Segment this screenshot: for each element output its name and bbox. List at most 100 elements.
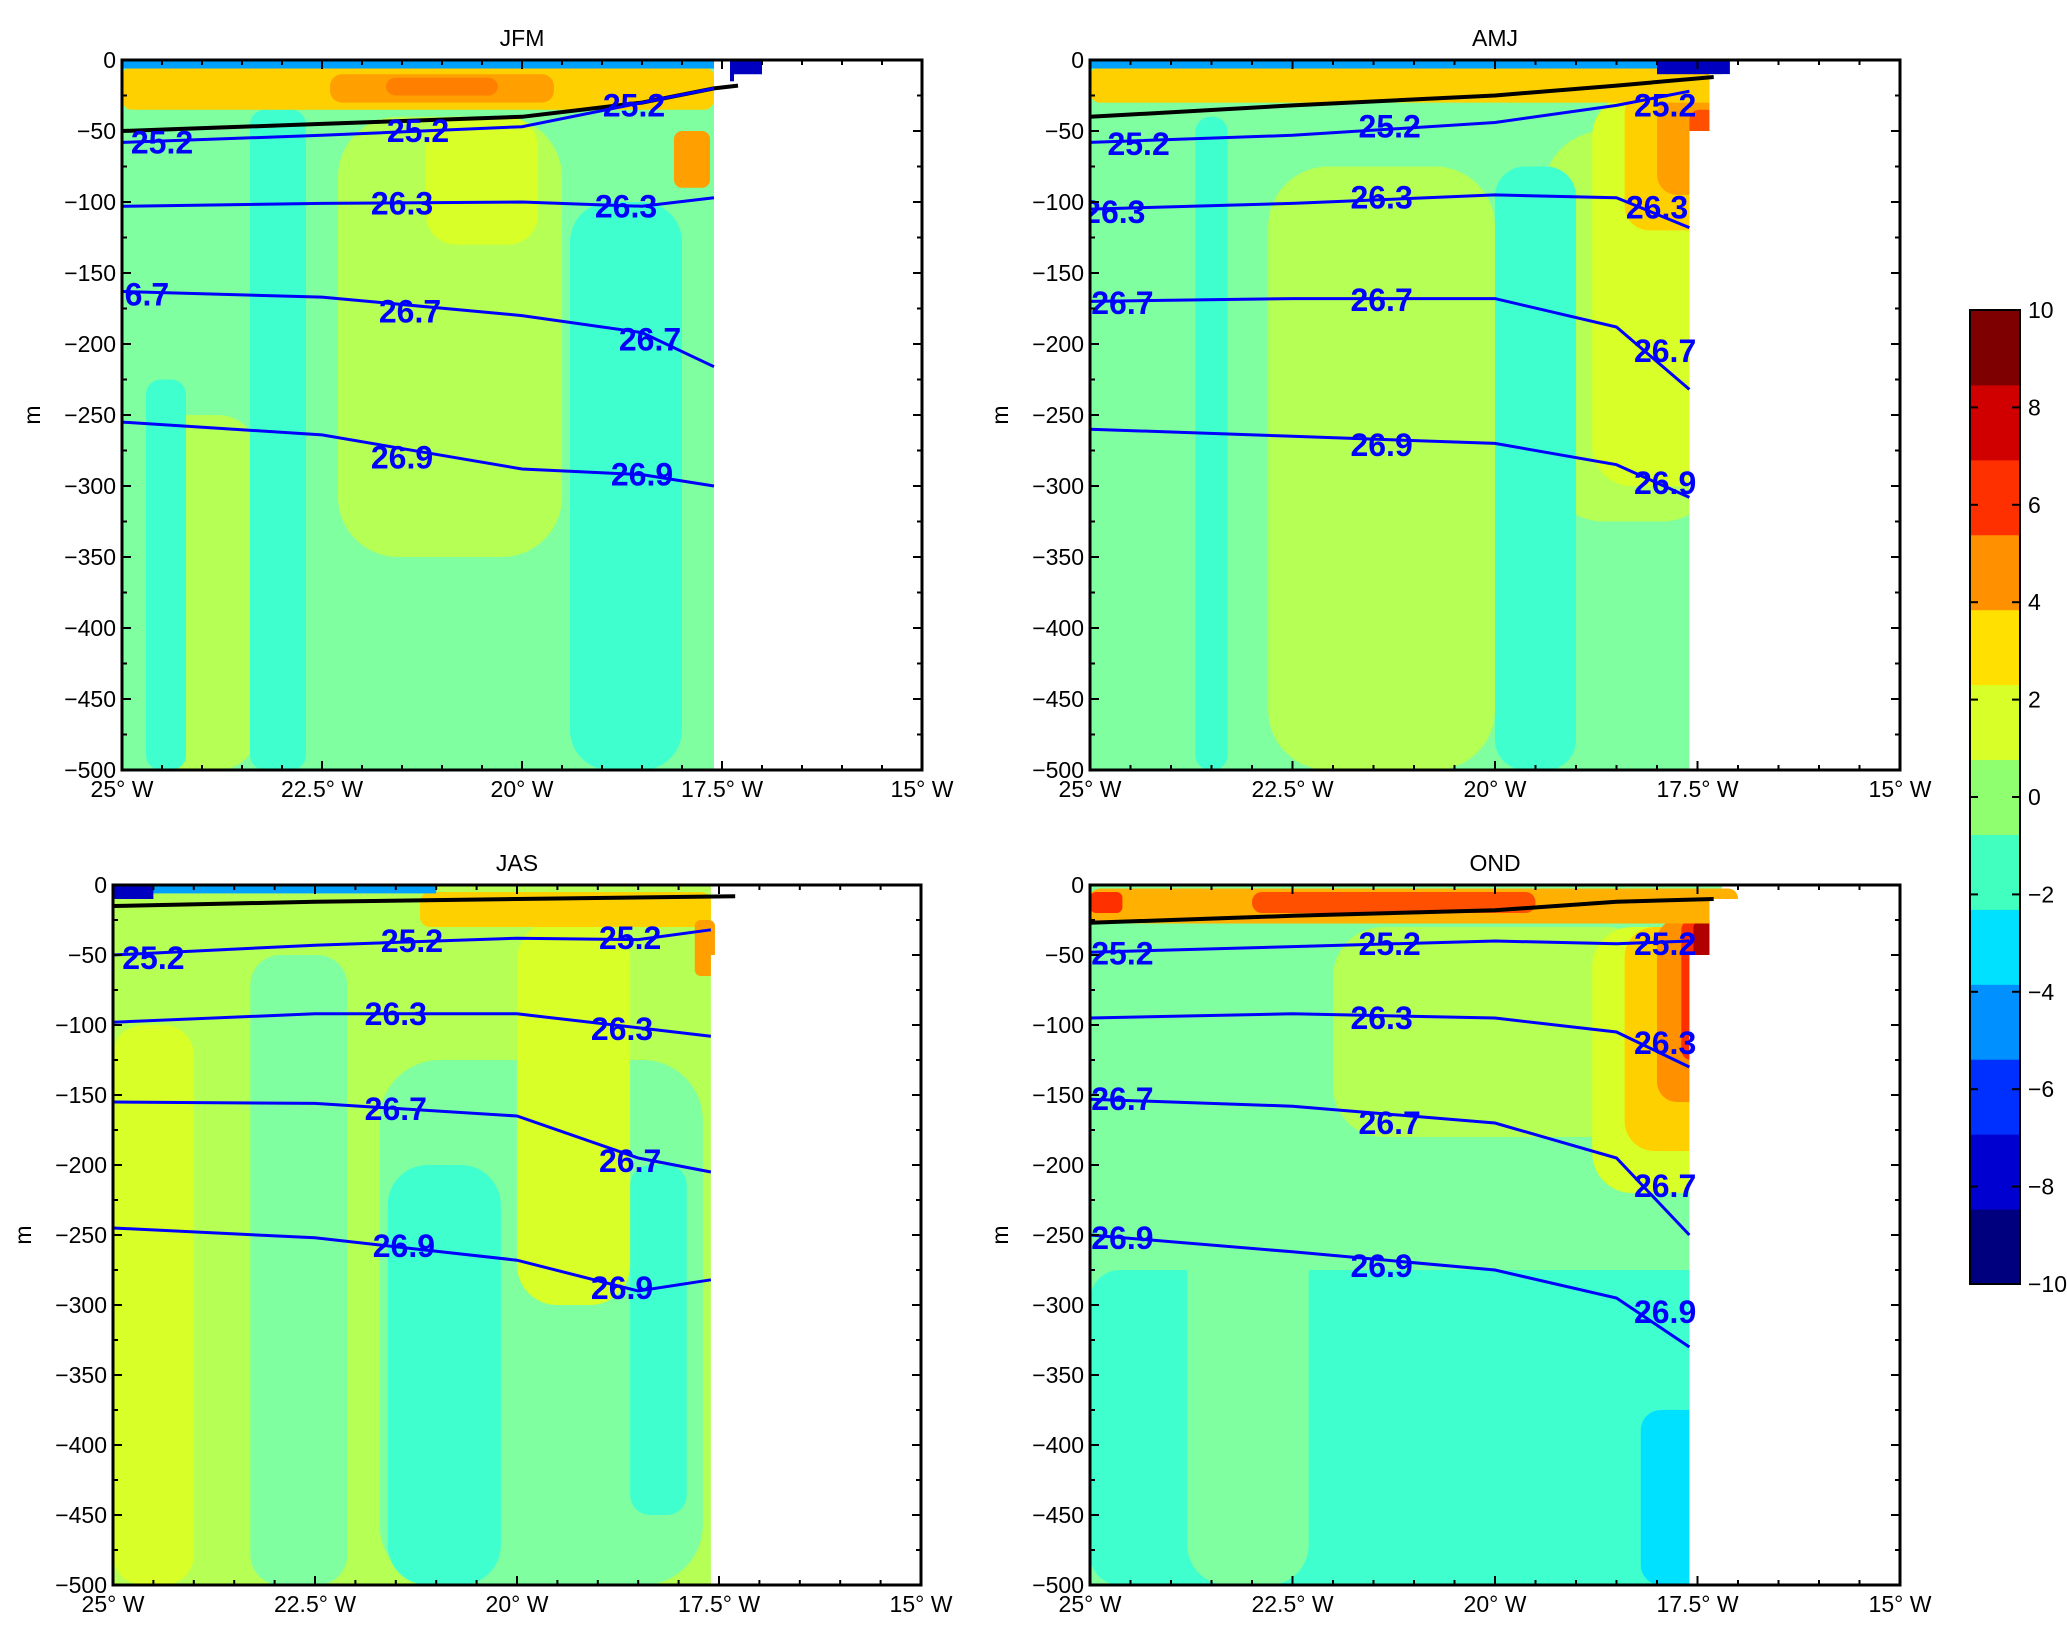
isopycnal-26.7 xyxy=(113,1100,712,1174)
y-tick-label: −350 xyxy=(1032,544,1084,570)
y-tick-label: −50 xyxy=(1045,118,1084,144)
panel-title: AMJ xyxy=(1472,25,1518,51)
isopycnal-label: 26.9 xyxy=(373,1228,435,1264)
isopycnal-label: 26.9 xyxy=(371,440,433,476)
isopycnal-label: 26.9 xyxy=(1350,427,1412,463)
y-tick-label: −350 xyxy=(1032,1362,1084,1388)
contour-fill xyxy=(1090,60,1722,69)
colorbar-segment xyxy=(1970,909,2020,985)
isopycnal-label: 26.9 xyxy=(1350,1248,1412,1284)
colorbar-segment xyxy=(1970,759,2020,835)
isopycnal-label: 25.2 xyxy=(131,124,193,160)
x-tick-label: 20° W xyxy=(1464,776,1527,802)
mixed-layer-line xyxy=(122,83,739,133)
colorbar-segment xyxy=(1970,1209,2020,1285)
contour-fill xyxy=(1090,1270,1722,1585)
isopycnal-26.9 xyxy=(1090,427,1691,499)
isopycnal-label: 25.2 xyxy=(1634,926,1696,962)
isopycnal-label: 26.7 xyxy=(365,1091,427,1127)
y-tick-label: −50 xyxy=(1045,942,1084,968)
x-tick-label: 15° W xyxy=(1869,1591,1932,1617)
contour-fill xyxy=(1090,67,1722,103)
isopycnal-26.9 xyxy=(1090,1233,1691,1349)
colorbar-tick-label: −8 xyxy=(2028,1174,2054,1200)
y-tick-label: −200 xyxy=(55,1152,107,1178)
isopycnal-label: 26.7 xyxy=(379,293,441,329)
x-tick-label: 17.5° W xyxy=(1656,776,1738,802)
isopycnal-26.7 xyxy=(1090,1097,1691,1237)
panel-plot-area: 25.2 25.2 25.2 26.3 26.3 26.7 26.7 26.7 26.9 26.9 xyxy=(107,60,922,770)
colorbar-segment xyxy=(1970,534,2020,611)
isopycnal-26.7 xyxy=(122,290,715,369)
y-tick-label: −500 xyxy=(64,757,116,783)
isopycnal-26.3 xyxy=(122,196,715,208)
y-tick-label: −250 xyxy=(64,402,116,428)
isopycnal-label: 25.2 xyxy=(599,920,661,956)
isopycnal-label: 25.2 xyxy=(1359,109,1421,145)
contour-fill xyxy=(122,60,714,69)
filled-contours xyxy=(122,60,762,770)
contour-fill xyxy=(1090,892,1123,913)
x-tick-label: 25° W xyxy=(1059,776,1122,802)
isopycnal-label: 26.3 xyxy=(1083,194,1145,230)
panels: 25.2 25.2 25.2 26.3 26.3 26.7 26.7 26.7 26.9 26.9… xyxy=(10,25,1932,1617)
colorbar-segment xyxy=(1970,1059,2020,1135)
isopycnal-label: 26.3 xyxy=(365,996,427,1032)
isopycnal-label: 26.9 xyxy=(1634,1294,1696,1330)
x-tick-label: 22.5° W xyxy=(281,776,363,802)
y-tick-label: −300 xyxy=(55,1292,107,1318)
colorbar-tick-label: 10 xyxy=(2028,297,2054,323)
filled-contours xyxy=(1090,60,1730,770)
colorbar-tick-label: −2 xyxy=(2028,881,2054,907)
colorbar-segment xyxy=(1970,984,2020,1060)
isopycnal-label: 25.2 xyxy=(381,923,443,959)
panel-amj: 25.2 25.2 25.2 26.3 26.3 26.3 26.7 26.7 26.7 26.9… xyxy=(987,25,1932,802)
y-tick-label: −250 xyxy=(1032,1222,1084,1248)
contour-fill xyxy=(1268,166,1495,770)
panel-jfm: 25.2 25.2 25.2 26.3 26.3 26.7 26.7 26.7 26.9 26.9… xyxy=(19,25,954,802)
contour-fill xyxy=(694,920,715,976)
y-tick-label: 0 xyxy=(1071,47,1084,73)
isopycnal-label: 25.2 xyxy=(122,940,184,976)
y-tick-label: −500 xyxy=(1032,1572,1084,1598)
contour-fill xyxy=(1657,60,1730,75)
isopycnal-label: 26.7 xyxy=(1091,1081,1153,1117)
contour-fill xyxy=(674,131,710,188)
isopycnal-label: 26.3 xyxy=(1350,1000,1412,1036)
y-tick-label: −500 xyxy=(55,1572,107,1598)
y-tick-label: −450 xyxy=(64,686,116,712)
isopycnal-26.3 xyxy=(1090,1012,1691,1069)
panel-plot-area: 25.2 25.2 25.2 26.3 26.3 26.7 26.7 26.7 26.9 26.9… xyxy=(1090,885,1900,1585)
y-tick-label: −400 xyxy=(55,1432,107,1458)
isopycnal-label: 26.3 xyxy=(1626,190,1688,226)
isopycnal-26.3 xyxy=(113,1012,712,1038)
x-tick-label: 22.5° W xyxy=(1251,776,1333,802)
y-tick-label: −450 xyxy=(55,1502,107,1528)
isopycnal-label: 26.7 xyxy=(599,1143,661,1179)
colorbar-segment xyxy=(1970,384,2020,461)
x-tick-label: 25° W xyxy=(1059,1591,1122,1617)
isopycnal-label: 25.2 xyxy=(603,87,665,123)
contour-fill xyxy=(517,920,631,1305)
isopycnal-label: 26.9 xyxy=(611,457,673,493)
colorbar-segment xyxy=(1970,459,2020,536)
x-tick-label: 17.5° W xyxy=(678,1591,760,1617)
isopycnal-label: 26.7 xyxy=(1091,285,1153,321)
y-tick-label: 0 xyxy=(94,872,107,898)
mixed-layer-line xyxy=(1090,75,1714,119)
isopycnal-label: 26.7 xyxy=(107,276,169,312)
y-tick-label: 0 xyxy=(1071,872,1084,898)
x-tick-label: 25° W xyxy=(82,1591,145,1617)
colorbar-segment xyxy=(1970,1134,2020,1210)
x-tick-label: 15° W xyxy=(1869,776,1932,802)
y-axis-label: m xyxy=(19,405,45,424)
y-axis-label: m xyxy=(987,1225,1013,1244)
y-tick-label: −250 xyxy=(1032,402,1084,428)
y-tick-label: −150 xyxy=(1032,1082,1084,1108)
contour-fill xyxy=(1495,166,1576,770)
y-tick-label: −100 xyxy=(55,1012,107,1038)
x-tick-label: 17.5° W xyxy=(681,776,763,802)
isopycnal-label: 25.2 xyxy=(1091,936,1153,972)
